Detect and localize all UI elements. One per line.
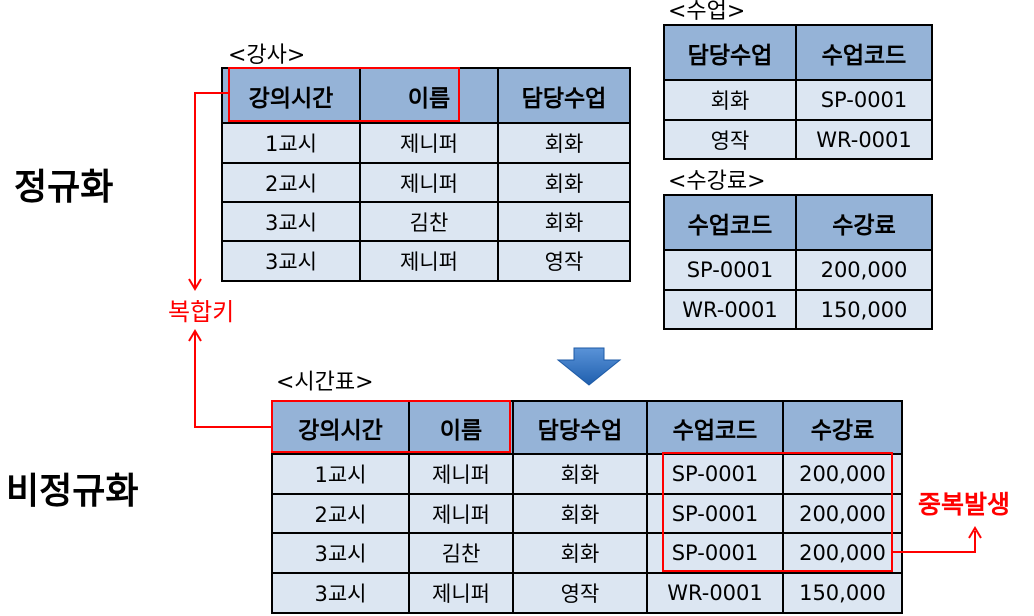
class-table: 담당수업 수업코드 회화 SP-0001 영작 WR-0001 [663, 24, 933, 160]
table-row: 3교시 제니퍼 영작 WR-0001 150,000 [271, 572, 903, 614]
table-cell: 회화 [497, 201, 631, 242]
table-cell: 150,000 [795, 289, 933, 330]
table-cell: 김찬 [359, 201, 499, 242]
table-row: 1교시 제니퍼 회화 SP-0001 200,000 [271, 453, 903, 495]
table-row: 2교시 제니퍼 회화 [221, 162, 631, 203]
table-cell: 제니퍼 [408, 493, 514, 534]
table-cell: 제니퍼 [359, 240, 499, 282]
table-cell: WR-0001 [795, 119, 933, 160]
timetable: 강의시간 이름 담당수업 수업코드 수강료 1교시 제니퍼 회화 SP-0001… [271, 400, 903, 614]
composite-key-highlight [228, 67, 460, 122]
duplication-highlight [662, 452, 893, 572]
table-cell: 2교시 [271, 493, 410, 534]
composite-key-arrow-down-icon [188, 278, 202, 291]
header-cell: 담당수업 [512, 400, 648, 455]
composite-key-label: 복합키 [168, 298, 235, 326]
table-cell: 회화 [497, 162, 631, 203]
table-row: 3교시 김찬 회화 SP-0001 200,000 [271, 532, 903, 574]
table-cell: 3교시 [271, 572, 410, 614]
duplication-label: 중복발생 [918, 490, 1011, 519]
table-cell: 회화 [663, 79, 797, 121]
down-arrow-icon [556, 347, 622, 386]
table-cell: 3교시 [221, 240, 361, 282]
table-cell: 제니퍼 [359, 122, 499, 164]
table-row: 3교시 김찬 회화 [221, 201, 631, 242]
header-cell: 담당수업 [497, 67, 631, 124]
table-cell: 200,000 [795, 249, 933, 291]
table-cell: 제니퍼 [408, 572, 514, 614]
table-row: 영작 WR-0001 [663, 119, 933, 160]
table-cell: 회화 [512, 532, 648, 574]
table-cell: WR-0001 [663, 289, 797, 330]
denormalized-label: 비정규화 [6, 471, 139, 512]
table-cell: SP-0001 [646, 493, 784, 534]
fee-table: 수업코드 수강료 SP-0001 200,000 WR-0001 150,000 [663, 194, 933, 330]
table-cell: 회화 [512, 453, 648, 495]
composite-key-connector-top [194, 92, 228, 287]
table-cell: SP-0001 [795, 79, 933, 121]
table-cell: 2교시 [221, 162, 361, 203]
table-cell: 200,000 [782, 532, 903, 574]
header-cell: 이름 [359, 67, 499, 124]
class-table-caption: <수업> [668, 0, 746, 24]
composite-key-highlight [271, 400, 511, 453]
table-cell: 1교시 [271, 453, 410, 495]
table-cell: 김찬 [408, 532, 514, 574]
table-cell: 1교시 [221, 122, 361, 164]
header-cell: 수업코드 [646, 400, 784, 455]
table-cell: 200,000 [782, 453, 903, 495]
table-cell: 영작 [663, 119, 797, 160]
normalized-label: 정규화 [14, 167, 114, 208]
table-row: 회화 SP-0001 [663, 79, 933, 121]
table-row: SP-0001 200,000 [663, 249, 933, 291]
table-cell: 제니퍼 [359, 162, 499, 203]
table-cell: 200,000 [782, 493, 903, 534]
composite-key-arrow-up-icon [188, 329, 202, 342]
header-cell: 이름 [408, 400, 514, 455]
table-cell: 3교시 [221, 201, 361, 242]
header-cell: 수강료 [782, 400, 903, 455]
table-cell: SP-0001 [663, 249, 797, 291]
header-cell: 강의시간 [221, 67, 361, 124]
duplication-arrow-up-icon [968, 526, 982, 539]
table-cell: 회화 [512, 493, 648, 534]
table-cell: SP-0001 [646, 532, 784, 574]
table-row: 2교시 제니퍼 회화 SP-0001 200,000 [271, 493, 903, 534]
timetable-caption: <시간표> [276, 370, 374, 395]
composite-key-connector-bottom [194, 333, 271, 428]
duplication-connector [893, 531, 976, 553]
table-row: 3교시 제니퍼 영작 [221, 240, 631, 282]
fee-table-caption: <수강료> [668, 169, 766, 194]
table-cell: 영작 [497, 240, 631, 282]
header-cell: 수강료 [795, 194, 933, 251]
header-cell: 수업코드 [663, 194, 797, 251]
header-cell: 강의시간 [271, 400, 410, 455]
header-cell: 담당수업 [663, 24, 797, 81]
table-row: WR-0001 150,000 [663, 289, 933, 330]
table-cell: 제니퍼 [408, 453, 514, 495]
table-cell: 회화 [497, 122, 631, 164]
table-cell: 150,000 [782, 572, 903, 614]
header-cell: 수업코드 [795, 24, 933, 81]
table-row: 1교시 제니퍼 회화 [221, 122, 631, 164]
table-cell: SP-0001 [646, 453, 784, 495]
table-cell: WR-0001 [646, 572, 784, 614]
table-cell: 3교시 [271, 532, 410, 574]
lecturer-table: 강의시간 이름 담당수업 1교시 제니퍼 회화 2교시 제니퍼 회화 3교시 김… [221, 67, 631, 282]
table-cell: 영작 [512, 572, 648, 614]
lecturer-table-caption: <강사> [228, 43, 306, 68]
